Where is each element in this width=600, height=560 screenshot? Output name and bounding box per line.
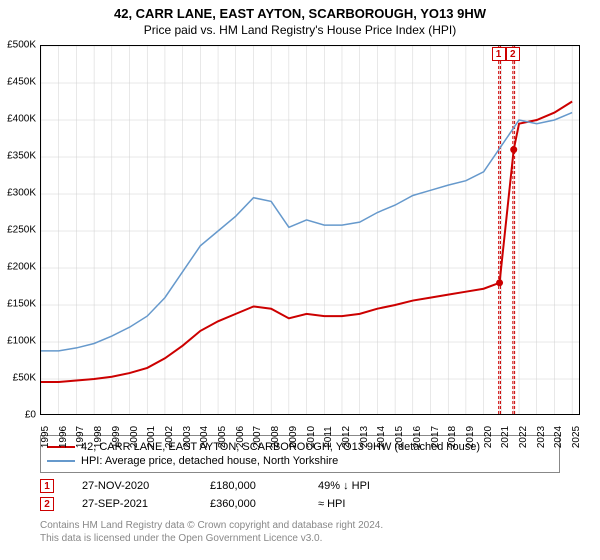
x-axis-label: 2023 <box>536 426 547 448</box>
x-axis-label: 2014 <box>376 426 387 448</box>
y-axis-label: £100K <box>0 336 36 347</box>
x-axis-label: 2003 <box>182 426 193 448</box>
y-axis-label: £200K <box>0 262 36 273</box>
x-axis-label: 2011 <box>323 426 334 448</box>
x-axis-label: 2021 <box>500 426 511 448</box>
x-axis-label: 2002 <box>164 426 175 448</box>
event-price: £180,000 <box>210 480 290 492</box>
footer-line-2: This data is licensed under the Open Gov… <box>40 532 560 545</box>
y-axis-label: £500K <box>0 40 36 51</box>
x-axis-label: 1999 <box>111 426 122 448</box>
event-marker: 1 <box>40 479 54 493</box>
x-axis-label: 2012 <box>341 426 352 448</box>
x-axis-label: 2005 <box>217 426 228 448</box>
x-axis-label: 2016 <box>412 426 423 448</box>
y-axis-label: £150K <box>0 299 36 310</box>
event-row: 1 27-NOV-2020 £180,000 49% ↓ HPI <box>40 477 560 495</box>
event-date: 27-SEP-2021 <box>82 498 182 510</box>
legend-swatch <box>47 460 75 462</box>
x-axis-label: 2000 <box>129 426 140 448</box>
x-axis-label: 2019 <box>465 426 476 448</box>
x-axis-label: 2006 <box>235 426 246 448</box>
x-axis-label: 1998 <box>93 426 104 448</box>
x-axis-label: 2010 <box>306 426 317 448</box>
event-row: 2 27-SEP-2021 £360,000 ≈ HPI <box>40 495 560 513</box>
y-axis-label: £350K <box>0 151 36 162</box>
y-axis-label: £300K <box>0 188 36 199</box>
x-axis-label: 2001 <box>146 426 157 448</box>
y-axis-label: £450K <box>0 77 36 88</box>
events-table: 1 27-NOV-2020 £180,000 49% ↓ HPI 2 27-SEP-202… <box>40 477 560 513</box>
x-axis-label: 2007 <box>252 426 263 448</box>
chart-area: £0£50K£100K£150K£200K£250K£300K£350K£400… <box>40 45 596 425</box>
x-axis-label: 2018 <box>447 426 458 448</box>
y-axis-label: £0 <box>0 410 36 421</box>
x-axis-label: 1996 <box>58 426 69 448</box>
x-axis-label: 2022 <box>518 426 529 448</box>
footer-line-1: Contains HM Land Registry data © Crown c… <box>40 519 560 532</box>
x-axis-label: 2024 <box>553 426 564 448</box>
y-axis-label: £250K <box>0 225 36 236</box>
x-axis-label: 2015 <box>394 426 405 448</box>
line-chart <box>40 45 580 415</box>
event-pct: 49% ↓ HPI <box>318 480 370 492</box>
x-axis-label: 2017 <box>430 426 441 448</box>
legend-item: 42, CARR LANE, EAST AYTON, SCARBOROUGH, … <box>47 440 553 454</box>
x-axis-label: 2009 <box>288 426 299 448</box>
page-subtitle: Price paid vs. HM Land Registry's House … <box>0 21 600 41</box>
x-axis-label: 2004 <box>199 426 210 448</box>
x-axis-label: 2008 <box>270 426 281 448</box>
x-axis-label: 2013 <box>359 426 370 448</box>
y-axis-label: £50K <box>0 373 36 384</box>
x-axis-label: 1997 <box>75 426 86 448</box>
x-axis-label: 1995 <box>40 426 51 448</box>
event-pct: ≈ HPI <box>318 498 345 510</box>
y-axis-label: £400K <box>0 114 36 125</box>
chart-event-marker: 2 <box>506 47 520 61</box>
event-price: £360,000 <box>210 498 290 510</box>
legend-item: HPI: Average price, detached house, Nort… <box>47 454 553 468</box>
event-marker: 2 <box>40 497 54 511</box>
legend-label: HPI: Average price, detached house, Nort… <box>81 455 338 467</box>
page-title: 42, CARR LANE, EAST AYTON, SCARBOROUGH, … <box>0 0 600 21</box>
chart-event-marker: 1 <box>492 47 506 61</box>
x-axis-label: 2025 <box>571 426 582 448</box>
chart-container: 42, CARR LANE, EAST AYTON, SCARBOROUGH, … <box>0 0 600 560</box>
event-date: 27-NOV-2020 <box>82 480 182 492</box>
x-axis-label: 2020 <box>483 426 494 448</box>
footer-attribution: Contains HM Land Registry data © Crown c… <box>40 519 560 545</box>
